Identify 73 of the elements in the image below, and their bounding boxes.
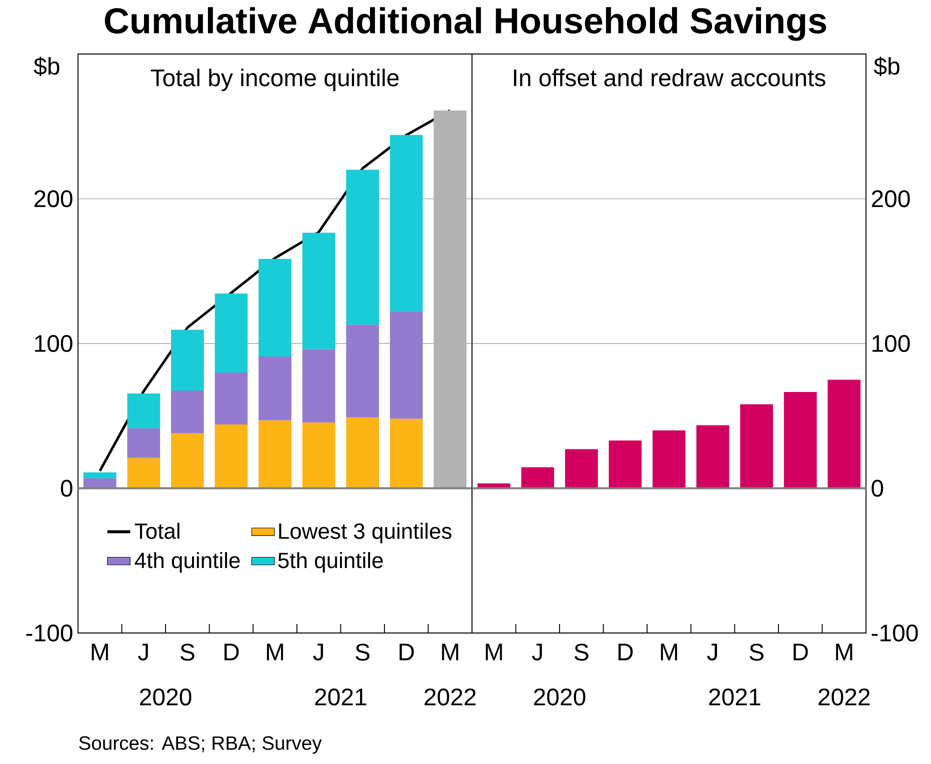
y-axis-title: $b xyxy=(34,56,60,76)
chart-title: Cumulative Additional Household Savings xyxy=(104,7,826,41)
bar xyxy=(302,349,336,422)
bar xyxy=(83,472,116,478)
bar xyxy=(346,324,379,418)
y-tick-label: 0 xyxy=(60,480,72,497)
x-tick-label: D xyxy=(618,644,633,660)
bar xyxy=(521,467,554,488)
bar xyxy=(127,428,160,458)
x-tick-label: M xyxy=(92,644,108,660)
legend-label: Total xyxy=(134,522,180,539)
bar xyxy=(302,422,336,488)
bar xyxy=(127,393,160,428)
bar xyxy=(214,372,248,425)
text: 2021 xyxy=(315,688,366,706)
x-tick-label: S xyxy=(180,644,194,661)
legend-label: 5th quintile xyxy=(278,552,383,573)
text: 2022 xyxy=(818,688,870,706)
x-tick-label: D xyxy=(224,644,239,660)
x-tick-label: D xyxy=(794,644,808,660)
x-tick-label: M xyxy=(660,644,678,660)
bar xyxy=(83,478,116,488)
y-tick-label: -100 xyxy=(26,624,72,642)
y-tick-label: 100 xyxy=(872,334,910,352)
legend-label: 4th quintile xyxy=(134,552,240,573)
x-tick-label: M xyxy=(266,644,284,660)
x-tick-label: J xyxy=(138,644,148,660)
x-tick-label: M xyxy=(486,644,502,660)
y-tick-label: 200 xyxy=(872,190,910,208)
text: Total by income quintile xyxy=(150,68,399,92)
bar xyxy=(258,356,292,420)
x-tick-label: S xyxy=(574,644,588,661)
bar xyxy=(652,430,686,488)
bar xyxy=(258,258,292,357)
y-tick-label: 100 xyxy=(35,334,72,352)
bar xyxy=(127,458,160,488)
bar xyxy=(608,440,642,488)
y-axis-title: $b xyxy=(874,56,900,76)
y-tick-label: 0 xyxy=(872,480,884,497)
x-tick-label: M xyxy=(442,644,458,660)
bar xyxy=(828,380,861,488)
x-tick-label: S xyxy=(750,644,764,661)
bar xyxy=(740,404,773,488)
x-tick-label: D xyxy=(400,644,414,660)
bar xyxy=(214,424,248,488)
bar xyxy=(346,417,379,488)
bar xyxy=(258,420,292,488)
y-tick-label: -100 xyxy=(872,624,918,642)
x-tick-label: S xyxy=(356,644,370,661)
bar xyxy=(171,390,204,434)
bar xyxy=(784,392,817,488)
bar xyxy=(346,170,379,325)
bar xyxy=(302,232,336,350)
bar xyxy=(171,330,204,391)
source-note: Sources: ABS; RBA; Survey xyxy=(79,736,322,754)
bar xyxy=(214,294,248,372)
text: 2022 xyxy=(424,688,476,706)
legend-label: Lowest 3 quintiles xyxy=(279,522,452,544)
text: 2021 xyxy=(709,688,760,706)
bar xyxy=(390,418,423,488)
x-tick-label: J xyxy=(532,644,542,660)
y-tick-label: 200 xyxy=(34,190,72,208)
text: 2020 xyxy=(140,688,192,706)
bar xyxy=(696,425,730,488)
bar xyxy=(565,449,598,488)
text: 2020 xyxy=(534,688,586,706)
bar xyxy=(171,433,204,488)
bar xyxy=(390,135,423,312)
bar xyxy=(390,312,423,419)
x-tick-label: M xyxy=(836,644,852,660)
x-tick-label: J xyxy=(707,644,718,660)
chart-subtitle: In offset and redraw accounts xyxy=(514,68,826,86)
x-tick-label: J xyxy=(313,644,323,660)
